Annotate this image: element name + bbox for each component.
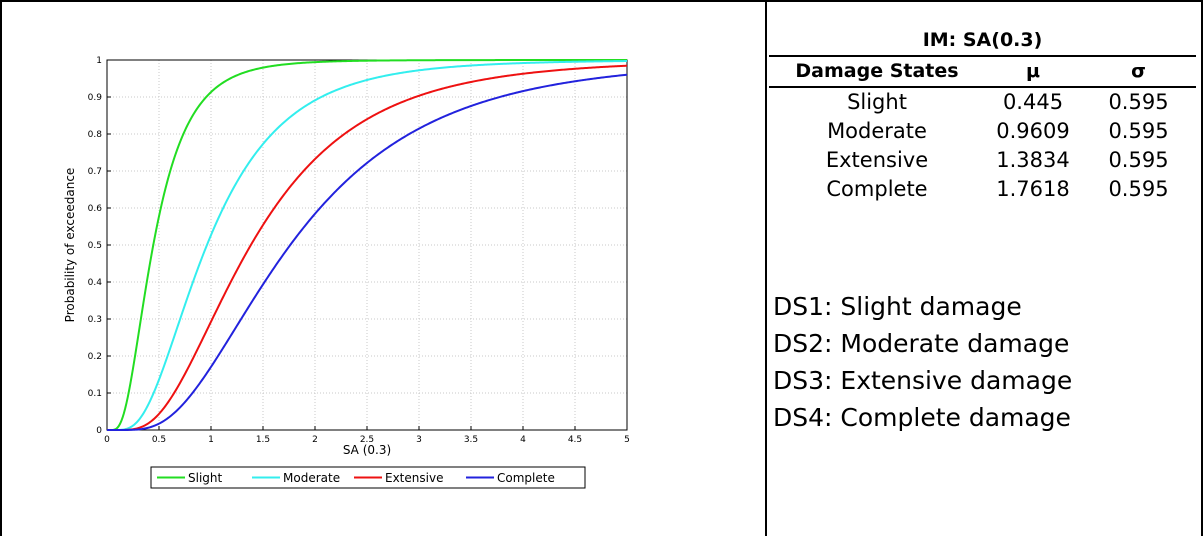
header-damage-states: Damage States <box>769 56 985 88</box>
mu-cell: 1.7618 <box>996 177 1070 201</box>
definition-ds3: DS3: Extensive damage <box>773 366 1073 395</box>
damage-state-cell: Extensive <box>825 148 929 172</box>
cell-border-right <box>1201 0 1203 536</box>
table-row: Slight 0.445 0.595 <box>769 87 1196 117</box>
definition-ds4: DS4: Complete damage <box>773 403 1071 432</box>
legend-label-slight: Slight <box>188 471 223 485</box>
y-tick-label: 0.1 <box>88 389 102 399</box>
sigma-cell: 0.595 <box>1108 90 1169 114</box>
y-tick-label: 0.9 <box>88 93 103 103</box>
sigma-cell: 0.595 <box>1108 119 1169 143</box>
y-tick-label: 0.5 <box>88 241 102 251</box>
x-tick-label: 5 <box>624 435 630 445</box>
header-sigma: σ <box>1081 56 1196 88</box>
y-tick-label: 0.7 <box>88 167 102 177</box>
x-tick-label: 1 <box>208 435 214 445</box>
y-tick-label: 0.2 <box>88 352 102 362</box>
definition-ds2: DS2: Moderate damage <box>773 329 1070 358</box>
header-mu: μ <box>985 56 1081 88</box>
table-row: Moderate 0.9609 0.595 <box>769 117 1196 146</box>
table-title: IM: SA(0.3) <box>769 26 1196 57</box>
y-axis-label: Probability of exceedance <box>63 168 77 323</box>
series-line-complete <box>107 73 628 431</box>
sigma-cell: 0.595 <box>1108 148 1169 172</box>
table-row: Complete 1.7618 0.595 <box>769 175 1196 204</box>
x-tick-label: 2 <box>312 435 318 445</box>
x-tick-label: 3 <box>416 435 422 445</box>
series-line-moderate <box>107 60 628 431</box>
y-tick-label: 0 <box>96 426 102 436</box>
legend-label-complete: Complete <box>497 471 555 485</box>
chart-legend: Slight Moderate Extensive Complete <box>150 466 586 489</box>
damage-state-cell: Moderate <box>827 119 927 143</box>
x-tick-label: 4 <box>520 435 526 445</box>
x-tick-label: 2.5 <box>360 435 374 445</box>
legend-label-moderate: Moderate <box>283 471 340 485</box>
x-tick-label: 3.5 <box>464 435 478 445</box>
series-line-extensive <box>107 64 628 431</box>
cell-border-top <box>0 0 1203 2</box>
damage-state-cell: Slight <box>847 90 907 114</box>
mu-cell: 0.445 <box>1002 90 1064 114</box>
x-tick-label: 4.5 <box>568 435 582 445</box>
damage-state-definitions: DS1: Slight damage DS2: Moderate damage … <box>773 288 1072 436</box>
y-tick-label: 1 <box>96 56 102 66</box>
cell-border-left <box>0 0 2 536</box>
y-tick-label: 0.4 <box>88 278 103 288</box>
y-tick-label: 0.8 <box>88 130 103 140</box>
y-tick-label: 0.3 <box>88 315 102 325</box>
x-tick-label: 0.5 <box>152 435 166 445</box>
fragility-chart: 0 0.5 1 1.5 2 2.5 3 3.5 4 4.5 5 0 0.1 0.2 0.3 0.4 0.5 0.6… <box>63 56 630 489</box>
axis-ticks: 0 0.5 1 1.5 2 2.5 3 3.5 4 4.5 5 0 0.1 0.2 0.3 0.4 0.5 0.6… <box>88 56 630 445</box>
mu-cell: 0.9609 <box>996 119 1070 143</box>
series-lines <box>107 59 628 431</box>
mu-cell: 1.3834 <box>996 148 1070 172</box>
y-tick-label: 0.6 <box>88 204 103 214</box>
definition-ds1: DS1: Slight damage <box>773 292 1022 321</box>
x-tick-label: 1.5 <box>256 435 270 445</box>
sigma-cell: 0.595 <box>1108 177 1169 201</box>
table-row: Extensive 1.3834 0.595 <box>769 146 1196 175</box>
x-axis-label: SA (0.3) <box>343 443 391 457</box>
legend-label-extensive: Extensive <box>385 471 443 485</box>
series-line-slight <box>107 59 627 431</box>
cell-border-divider <box>765 0 767 536</box>
fragility-parameter-table: IM: SA(0.3) Damage States μ σ Slight 0.4… <box>769 26 1196 204</box>
damage-state-cell: Complete <box>826 177 928 201</box>
x-tick-label: 0 <box>104 435 110 445</box>
